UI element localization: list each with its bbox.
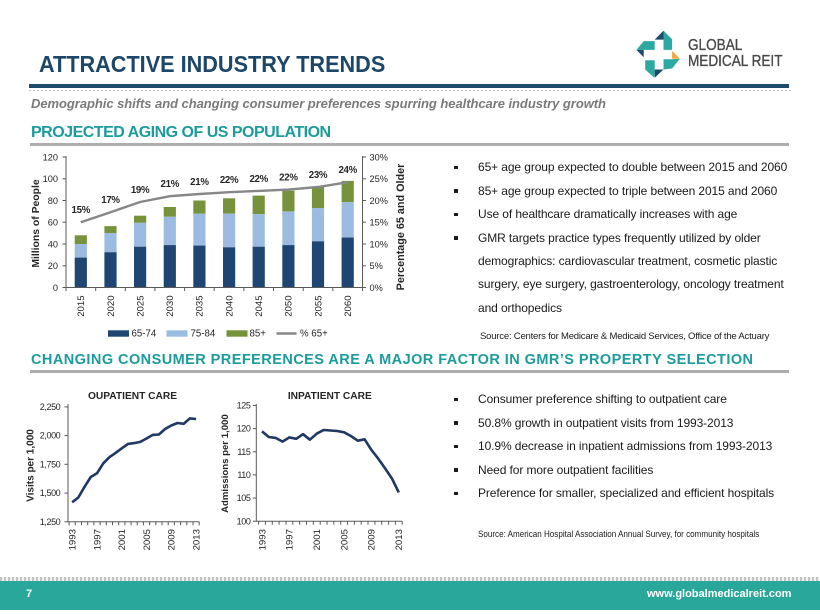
svg-text:105: 105 [237, 493, 251, 503]
svg-text:OUPATIENT CARE: OUPATIENT CARE [88, 391, 177, 402]
svg-text:25%: 25% [370, 174, 388, 184]
svg-text:21%: 21% [161, 179, 180, 190]
svg-text:22%: 22% [249, 174, 268, 185]
svg-text:60: 60 [48, 218, 58, 228]
svg-text:85+: 85+ [250, 329, 267, 340]
svg-text:2030: 2030 [165, 295, 176, 316]
svg-text:Admissions per 1,000: Admissions per 1,000 [220, 414, 231, 513]
svg-text:2013: 2013 [191, 529, 202, 550]
svg-text:2040: 2040 [224, 295, 235, 316]
svg-text:65-74: 65-74 [132, 329, 157, 340]
svg-text:120: 120 [43, 152, 58, 162]
svg-text:2020: 2020 [106, 295, 117, 316]
svg-text:2035: 2035 [195, 295, 206, 316]
svg-text:2025: 2025 [135, 295, 146, 316]
svg-text:2001: 2001 [312, 529, 323, 550]
svg-text:INPATIENT CARE: INPATIENT CARE [288, 391, 372, 402]
svg-text:1997: 1997 [92, 529, 103, 550]
svg-text:23%: 23% [309, 170, 328, 181]
svg-text:1,750: 1,750 [40, 459, 61, 469]
svg-text:2015: 2015 [76, 295, 87, 316]
svg-text:20: 20 [48, 261, 58, 271]
svg-text:21%: 21% [190, 177, 209, 188]
svg-text:1997: 1997 [285, 529, 296, 550]
svg-text:2005: 2005 [142, 529, 153, 550]
svg-text:100: 100 [43, 174, 58, 184]
svg-text:24%: 24% [338, 165, 357, 176]
svg-text:Percentage 65 and Older: Percentage 65 and Older [395, 163, 407, 290]
svg-text:17%: 17% [101, 195, 120, 206]
svg-text:Millions of People: Millions of People [31, 179, 42, 268]
svg-text:19%: 19% [131, 185, 150, 196]
svg-text:1,500: 1,500 [40, 488, 61, 498]
svg-text:2001: 2001 [117, 529, 128, 550]
svg-text:2005: 2005 [339, 529, 350, 550]
svg-text:75-84: 75-84 [191, 329, 216, 340]
svg-text:2060: 2060 [343, 295, 354, 316]
svg-text:10%: 10% [370, 239, 388, 249]
svg-text:0: 0 [53, 283, 58, 293]
svg-text:100: 100 [237, 516, 251, 526]
svg-text:2045: 2045 [254, 295, 265, 316]
svg-text:30%: 30% [370, 152, 388, 162]
svg-text:2013: 2013 [394, 529, 405, 550]
svg-text:% 65+: % 65+ [300, 329, 328, 340]
svg-text:2050: 2050 [284, 295, 295, 316]
svg-text:22%: 22% [220, 175, 239, 186]
svg-text:110: 110 [237, 470, 251, 480]
svg-text:125: 125 [237, 401, 251, 411]
svg-text:15%: 15% [72, 205, 91, 216]
svg-text:2,250: 2,250 [40, 402, 61, 412]
svg-text:20%: 20% [370, 196, 388, 206]
svg-text:0%: 0% [370, 283, 383, 293]
svg-text:1993: 1993 [68, 529, 79, 550]
svg-text:2,000: 2,000 [40, 431, 61, 441]
svg-text:15%: 15% [370, 218, 388, 228]
svg-text:2009: 2009 [167, 529, 178, 550]
svg-text:2009: 2009 [367, 529, 378, 550]
svg-text:Visits per 1,000: Visits per 1,000 [26, 429, 37, 502]
svg-text:1,250: 1,250 [40, 517, 61, 527]
svg-text:5%: 5% [370, 261, 383, 271]
svg-text:22%: 22% [279, 173, 298, 184]
svg-text:1993: 1993 [257, 529, 268, 550]
svg-text:40: 40 [48, 239, 58, 249]
svg-text:115: 115 [237, 447, 251, 457]
svg-text:2055: 2055 [313, 295, 324, 316]
svg-text:80: 80 [48, 196, 58, 206]
svg-text:120: 120 [237, 424, 251, 434]
